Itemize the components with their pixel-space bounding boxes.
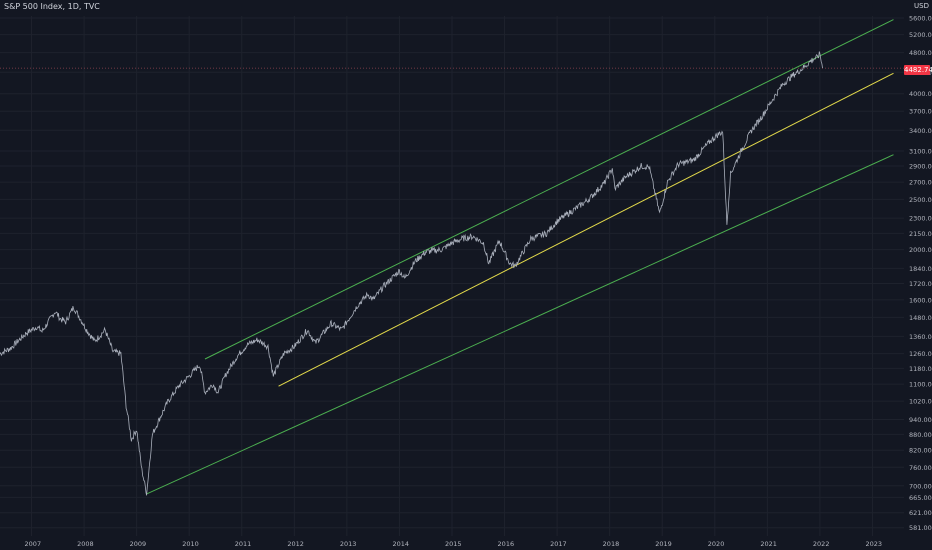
year-tick-label: 2011 [235,540,252,548]
price-tick-label: 1720.00 [909,280,932,288]
year-tick-label: 2023 [865,540,882,548]
year-tick-label: 2015 [445,540,462,548]
price-tick-label: 3400.00 [909,127,932,135]
price-tick-label: 4800.00 [909,49,932,57]
price-tick-label: 2700.00 [909,179,932,187]
channel-line-lower[interactable] [146,154,894,495]
price-series-line [0,51,823,496]
year-tick-label: 2020 [708,540,725,548]
price-tick-label: 581.00 [909,524,932,532]
year-tick-label: 2010 [182,540,199,548]
year-tick-label: 2007 [25,540,42,548]
price-tick-label: 621.00 [909,509,932,517]
channel-line-upper[interactable] [204,19,894,360]
price-tick-label: 1600.00 [909,296,932,304]
price-tick-label: 3700.00 [909,108,932,116]
channel-line-mid[interactable] [278,72,894,387]
year-tick-label: 2013 [340,540,357,548]
price-tick-label: 700.00 [909,482,932,490]
price-tick-label: 1180.00 [909,365,932,373]
price-axis[interactable]: 5600.005200.004800.004400.004000.003700.… [909,14,932,532]
price-tick-label: 760.00 [909,464,932,472]
price-tick-label: 1260.00 [909,350,932,358]
chart-title: S&P 500 Index, 1D, TVC [4,2,100,11]
year-tick-label: 2009 [130,540,147,548]
year-tick-label: 2017 [550,540,567,548]
price-tick-label: 2300.00 [909,215,932,223]
price-tick-label: 5200.00 [909,31,932,39]
price-tick-label: 1840.00 [909,265,932,273]
year-tick-label: 2021 [760,540,777,548]
price-tick-label: 2900.00 [909,163,932,171]
channel-lines [146,19,894,495]
grid-lines [0,16,904,536]
price-tick-label: 1360.00 [909,333,932,341]
year-tick-label: 2008 [77,540,94,548]
year-tick-label: 2022 [813,540,830,548]
last-price-badge: 4482.74 [904,65,932,75]
price-tick-label: 4000.00 [909,90,932,98]
price-tick-label: 1100.00 [909,381,932,389]
price-tick-label: 880.00 [909,431,932,439]
year-tick-label: 2018 [603,540,620,548]
price-tick-label: 1020.00 [909,398,932,406]
price-tick-label: 3100.00 [909,148,932,156]
time-axis[interactable]: 2007 2008 2009 2010 2011 2012 2013 2014 2015 2016… [25,540,882,548]
year-tick-label: 2014 [392,540,409,548]
price-tick-label: 5600.00 [909,14,932,22]
price-tick-label: 2000.00 [909,246,932,254]
currency-label: USD [914,2,929,10]
price-tick-label: 1480.00 [909,314,932,322]
price-tick-label: 940.00 [909,416,932,424]
year-tick-label: 2019 [655,540,672,548]
price-tick-label: 820.00 [909,447,932,455]
year-tick-label: 2012 [287,540,304,548]
price-tick-label: 2500.00 [909,196,932,204]
price-tick-label: 665.00 [909,494,932,502]
year-tick-label: 2016 [498,540,515,548]
price-tick-label: 2150.00 [909,230,932,238]
